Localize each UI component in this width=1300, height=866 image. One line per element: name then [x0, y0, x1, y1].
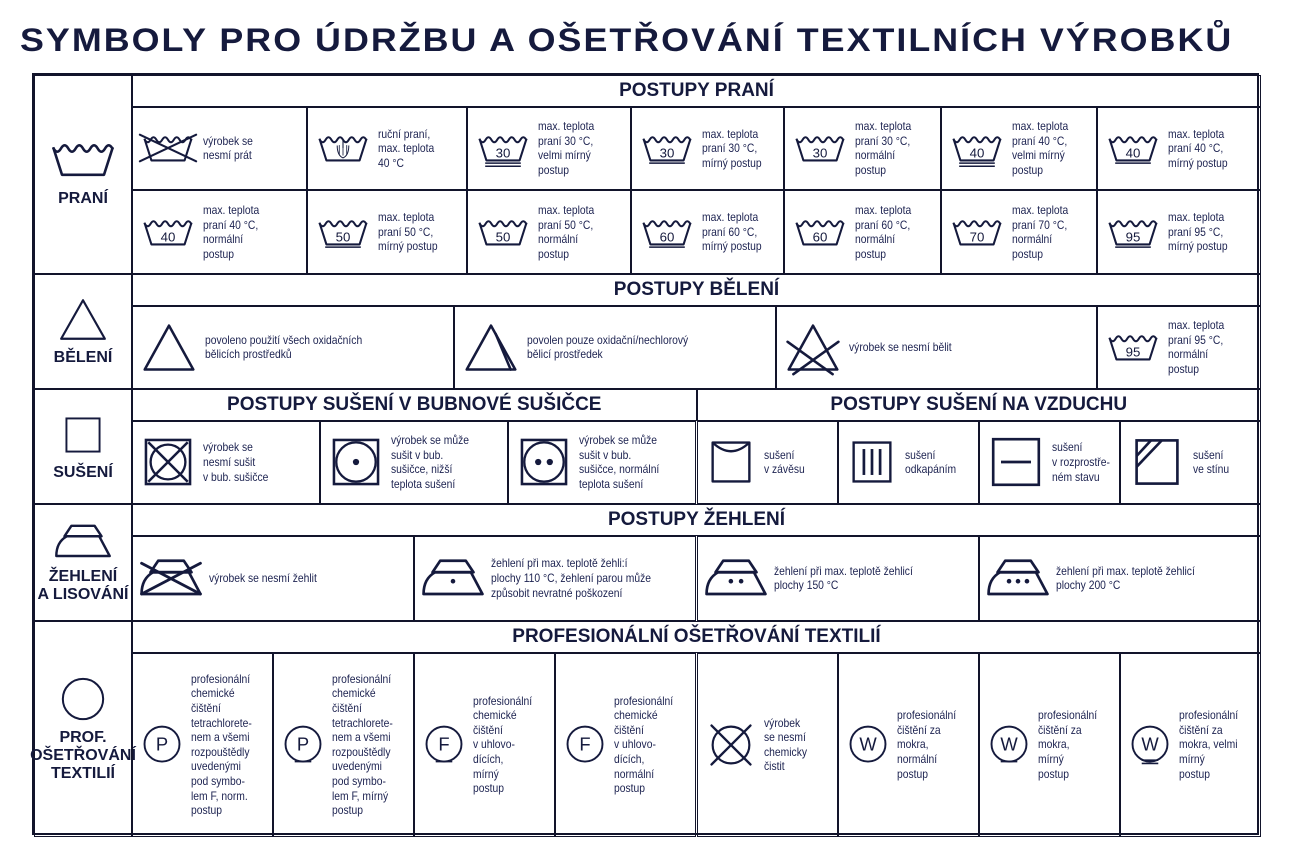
- svg-text:W: W: [1141, 733, 1159, 754]
- svg-text:40: 40: [1126, 146, 1141, 161]
- svg-text:30: 30: [660, 146, 675, 161]
- svg-text:F: F: [580, 733, 591, 754]
- svg-text:W: W: [1000, 733, 1018, 754]
- svg-text:40: 40: [161, 230, 176, 245]
- svg-text:95: 95: [1126, 345, 1141, 360]
- svg-text:F: F: [439, 733, 450, 754]
- svg-text:P: P: [297, 733, 309, 754]
- svg-text:W: W: [859, 733, 877, 754]
- svg-text:40: 40: [969, 146, 984, 161]
- svg-text:70: 70: [969, 230, 984, 245]
- svg-text:30: 30: [496, 146, 511, 161]
- svg-text:30: 30: [813, 146, 828, 161]
- svg-text:50: 50: [335, 230, 350, 245]
- svg-text:95: 95: [1126, 230, 1141, 245]
- svg-text:60: 60: [660, 230, 675, 245]
- svg-text:60: 60: [813, 230, 828, 245]
- svg-text:50: 50: [496, 230, 511, 245]
- svg-text:P: P: [156, 733, 168, 754]
